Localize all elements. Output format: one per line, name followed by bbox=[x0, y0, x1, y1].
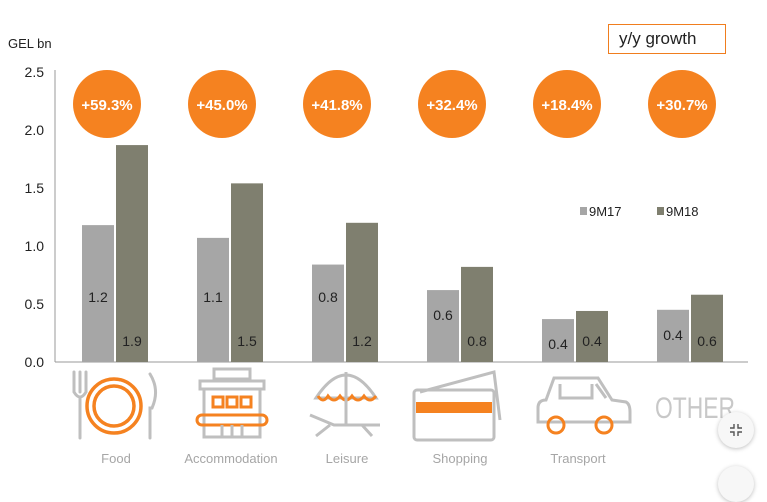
x-axis-labels: Food Accommodation Leisure Shopping Transpor… bbox=[101, 451, 606, 466]
growth-label: +41.8% bbox=[311, 97, 362, 114]
bar-9m18-0 bbox=[116, 145, 148, 362]
y-tick-label: 2.0 bbox=[25, 122, 45, 138]
legend-swatch-9m18 bbox=[657, 207, 664, 215]
data-label: 0.6 bbox=[433, 307, 453, 323]
y-axis: 0.0 0.5 1.0 1.5 2.0 2.5 bbox=[25, 64, 45, 370]
bar-9m17-4 bbox=[542, 319, 574, 362]
growth-circle-5 bbox=[648, 70, 716, 138]
growth-circle-1 bbox=[188, 70, 256, 138]
data-label: 0.4 bbox=[548, 336, 568, 352]
y-tick-label: 1.5 bbox=[25, 180, 45, 196]
legend-label-9m18: 9M18 bbox=[666, 204, 699, 219]
bar-9m17-1 bbox=[197, 237, 229, 362]
legend: 9M17 9M18 bbox=[580, 204, 699, 219]
bar-9m17-0 bbox=[82, 225, 114, 362]
bar-9m18-5 bbox=[691, 294, 723, 362]
data-label: 0.8 bbox=[318, 289, 338, 305]
growth-circle-3 bbox=[418, 70, 486, 138]
legend-swatch-9m17 bbox=[580, 207, 587, 215]
x-label-food: Food bbox=[101, 451, 131, 466]
bar-9m17-3 bbox=[427, 290, 459, 362]
x-label-transport: Transport bbox=[550, 451, 606, 466]
bar-9m18-3 bbox=[461, 266, 493, 362]
leisure-icon bbox=[309, 372, 380, 438]
shopping-icon bbox=[412, 370, 502, 442]
growth-label: +30.7% bbox=[656, 97, 707, 114]
growth-label: +45.0% bbox=[196, 97, 247, 114]
bar-9m17-5 bbox=[657, 309, 689, 362]
bar-9m18-2 bbox=[346, 222, 378, 362]
data-label: 1.9 bbox=[122, 333, 142, 349]
growth-circle-4 bbox=[533, 70, 601, 138]
growth-circle-0 bbox=[73, 70, 141, 138]
bars: 1.2 1.9 1.1 1.5 0.8 1.2 0.6 0.8 0.4 0.4 0.4 0.6 bbox=[82, 145, 723, 362]
data-label: 1.2 bbox=[352, 333, 372, 349]
data-label: 0.6 bbox=[697, 333, 717, 349]
growth-label: +59.3% bbox=[81, 97, 132, 114]
growth-legend-box: y/y growth bbox=[608, 24, 726, 54]
data-label: 0.4 bbox=[663, 327, 683, 343]
data-label: 0.8 bbox=[467, 333, 487, 349]
bar-9m18-4 bbox=[576, 310, 608, 362]
collapse-button[interactable] bbox=[718, 412, 754, 448]
y-axis-title: GEL bn bbox=[8, 36, 52, 51]
transport-icon bbox=[536, 376, 632, 435]
bar-9m18-1 bbox=[231, 183, 263, 362]
growth-circle-2 bbox=[303, 70, 371, 138]
x-label-leisure: Leisure bbox=[326, 451, 369, 466]
y-tick-label: 0.0 bbox=[25, 354, 45, 370]
y-tick-label: 0.5 bbox=[25, 296, 45, 312]
growth-label: +32.4% bbox=[426, 97, 477, 114]
chart: GEL bn 0.00.51.01.52.02.5 1.21.91.11.50.… bbox=[8, 36, 748, 466]
data-label: 1.1 bbox=[203, 289, 223, 305]
x-label-shopping: Shopping bbox=[433, 451, 488, 466]
food-icon bbox=[72, 370, 157, 440]
x-label-accommodation: Accommodation bbox=[184, 451, 277, 466]
y-tick-label: 2.5 bbox=[25, 64, 45, 80]
data-label: 0.4 bbox=[582, 333, 602, 349]
collapse-icon bbox=[730, 424, 742, 436]
scroll-button[interactable] bbox=[718, 466, 754, 502]
y-tick-label: 1.0 bbox=[25, 238, 45, 254]
data-label: 1.5 bbox=[237, 333, 257, 349]
accommodation-icon bbox=[195, 367, 269, 439]
bar-9m17-2 bbox=[312, 264, 344, 362]
growth-label: +18.4% bbox=[541, 97, 592, 114]
growth-circles: +59.3% +45.0% +41.8% +32.4% +18.4% +30.7% bbox=[73, 70, 716, 138]
legend-label-9m17: 9M17 bbox=[589, 204, 622, 219]
data-label: 1.2 bbox=[88, 289, 108, 305]
